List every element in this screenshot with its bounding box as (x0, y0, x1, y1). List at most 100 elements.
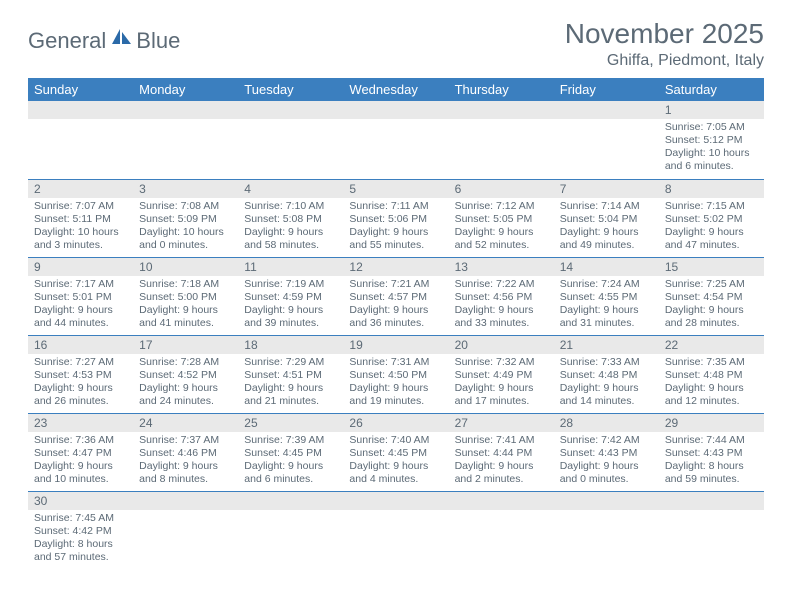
day-number: 8 (659, 180, 764, 198)
sunset-line: Sunset: 4:45 PM (349, 447, 442, 460)
day-detail: Sunrise: 7:29 AMSunset: 4:51 PMDaylight:… (238, 354, 343, 413)
day-detail: Sunrise: 7:37 AMSunset: 4:46 PMDaylight:… (133, 432, 238, 491)
daylight-line: Daylight: 9 hours and 6 minutes. (244, 460, 337, 486)
day-detail: Sunrise: 7:11 AMSunset: 5:06 PMDaylight:… (343, 198, 448, 257)
logo-text-2: Blue (136, 28, 180, 54)
sunset-line: Sunset: 4:42 PM (34, 525, 127, 538)
day-cell: 15Sunrise: 7:25 AMSunset: 4:54 PMDayligh… (659, 257, 764, 335)
day-number: 29 (659, 414, 764, 432)
day-number: 4 (238, 180, 343, 198)
empty-day (133, 101, 238, 119)
calendar-table: Sunday Monday Tuesday Wednesday Thursday… (28, 78, 764, 569)
daylight-line: Daylight: 9 hours and 17 minutes. (455, 382, 548, 408)
sunrise-line: Sunrise: 7:41 AM (455, 434, 548, 447)
day-detail: Sunrise: 7:40 AMSunset: 4:45 PMDaylight:… (343, 432, 448, 491)
sunset-line: Sunset: 4:47 PM (34, 447, 127, 460)
day-detail: Sunrise: 7:42 AMSunset: 4:43 PMDaylight:… (554, 432, 659, 491)
daylight-line: Daylight: 9 hours and 24 minutes. (139, 382, 232, 408)
logo-text-1: General (28, 28, 106, 54)
day-number: 2 (28, 180, 133, 198)
day-cell: 23Sunrise: 7:36 AMSunset: 4:47 PMDayligh… (28, 413, 133, 491)
day-number: 25 (238, 414, 343, 432)
daylight-line: Daylight: 9 hours and 12 minutes. (665, 382, 758, 408)
day-cell: 8Sunrise: 7:15 AMSunset: 5:02 PMDaylight… (659, 179, 764, 257)
sunset-line: Sunset: 5:00 PM (139, 291, 232, 304)
empty-day (449, 492, 554, 510)
sunrise-line: Sunrise: 7:31 AM (349, 356, 442, 369)
sunset-line: Sunset: 4:56 PM (455, 291, 548, 304)
day-number: 20 (449, 336, 554, 354)
day-number: 13 (449, 258, 554, 276)
day-detail: Sunrise: 7:33 AMSunset: 4:48 PMDaylight:… (554, 354, 659, 413)
empty-day (659, 492, 764, 510)
day-cell: 1Sunrise: 7:05 AMSunset: 5:12 PMDaylight… (659, 101, 764, 179)
empty-day (238, 492, 343, 510)
sunset-line: Sunset: 4:46 PM (139, 447, 232, 460)
day-number: 22 (659, 336, 764, 354)
sunset-line: Sunset: 4:44 PM (455, 447, 548, 460)
day-cell: 2Sunrise: 7:07 AMSunset: 5:11 PMDaylight… (28, 179, 133, 257)
empty-day (554, 492, 659, 510)
day-detail: Sunrise: 7:27 AMSunset: 4:53 PMDaylight:… (28, 354, 133, 413)
day-number: 9 (28, 258, 133, 276)
day-detail: Sunrise: 7:36 AMSunset: 4:47 PMDaylight:… (28, 432, 133, 491)
day-number: 11 (238, 258, 343, 276)
sunset-line: Sunset: 4:59 PM (244, 291, 337, 304)
day-number: 12 (343, 258, 448, 276)
sunset-line: Sunset: 4:43 PM (560, 447, 653, 460)
daylight-line: Daylight: 9 hours and 41 minutes. (139, 304, 232, 330)
day-number: 10 (133, 258, 238, 276)
sunrise-line: Sunrise: 7:36 AM (34, 434, 127, 447)
day-cell: 17Sunrise: 7:28 AMSunset: 4:52 PMDayligh… (133, 335, 238, 413)
sunrise-line: Sunrise: 7:15 AM (665, 200, 758, 213)
day-cell: 25Sunrise: 7:39 AMSunset: 4:45 PMDayligh… (238, 413, 343, 491)
daylight-line: Daylight: 9 hours and 33 minutes. (455, 304, 548, 330)
daylight-line: Daylight: 8 hours and 59 minutes. (665, 460, 758, 486)
sunrise-line: Sunrise: 7:35 AM (665, 356, 758, 369)
sunset-line: Sunset: 5:12 PM (665, 134, 758, 147)
dow-row: Sunday Monday Tuesday Wednesday Thursday… (28, 78, 764, 101)
sunrise-line: Sunrise: 7:10 AM (244, 200, 337, 213)
day-cell: 13Sunrise: 7:22 AMSunset: 4:56 PMDayligh… (449, 257, 554, 335)
day-cell (133, 101, 238, 179)
daylight-line: Daylight: 9 hours and 36 minutes. (349, 304, 442, 330)
day-cell: 14Sunrise: 7:24 AMSunset: 4:55 PMDayligh… (554, 257, 659, 335)
sunrise-line: Sunrise: 7:42 AM (560, 434, 653, 447)
sunset-line: Sunset: 4:49 PM (455, 369, 548, 382)
week-row: 23Sunrise: 7:36 AMSunset: 4:47 PMDayligh… (28, 413, 764, 491)
sunset-line: Sunset: 5:04 PM (560, 213, 653, 226)
day-detail: Sunrise: 7:08 AMSunset: 5:09 PMDaylight:… (133, 198, 238, 257)
sunrise-line: Sunrise: 7:25 AM (665, 278, 758, 291)
day-cell: 9Sunrise: 7:17 AMSunset: 5:01 PMDaylight… (28, 257, 133, 335)
day-cell (343, 101, 448, 179)
empty-day (133, 492, 238, 510)
day-number: 17 (133, 336, 238, 354)
week-row: 16Sunrise: 7:27 AMSunset: 4:53 PMDayligh… (28, 335, 764, 413)
sunset-line: Sunset: 4:48 PM (560, 369, 653, 382)
day-cell (28, 101, 133, 179)
day-detail: Sunrise: 7:22 AMSunset: 4:56 PMDaylight:… (449, 276, 554, 335)
day-detail: Sunrise: 7:17 AMSunset: 5:01 PMDaylight:… (28, 276, 133, 335)
daylight-line: Daylight: 9 hours and 10 minutes. (34, 460, 127, 486)
sunrise-line: Sunrise: 7:37 AM (139, 434, 232, 447)
sunset-line: Sunset: 4:52 PM (139, 369, 232, 382)
sunrise-line: Sunrise: 7:24 AM (560, 278, 653, 291)
dow-tuesday: Tuesday (238, 78, 343, 101)
day-cell (343, 491, 448, 569)
dow-wednesday: Wednesday (343, 78, 448, 101)
day-detail: Sunrise: 7:39 AMSunset: 4:45 PMDaylight:… (238, 432, 343, 491)
day-cell: 20Sunrise: 7:32 AMSunset: 4:49 PMDayligh… (449, 335, 554, 413)
day-number: 7 (554, 180, 659, 198)
day-detail: Sunrise: 7:31 AMSunset: 4:50 PMDaylight:… (343, 354, 448, 413)
daylight-line: Daylight: 9 hours and 14 minutes. (560, 382, 653, 408)
day-number: 19 (343, 336, 448, 354)
sunrise-line: Sunrise: 7:05 AM (665, 121, 758, 134)
daylight-line: Daylight: 9 hours and 28 minutes. (665, 304, 758, 330)
day-cell: 3Sunrise: 7:08 AMSunset: 5:09 PMDaylight… (133, 179, 238, 257)
header: General Blue November 2025 Ghiffa, Piedm… (28, 18, 764, 70)
day-detail: Sunrise: 7:25 AMSunset: 4:54 PMDaylight:… (659, 276, 764, 335)
day-number: 15 (659, 258, 764, 276)
logo: General Blue (28, 18, 180, 54)
day-cell: 6Sunrise: 7:12 AMSunset: 5:05 PMDaylight… (449, 179, 554, 257)
daylight-line: Daylight: 8 hours and 57 minutes. (34, 538, 127, 564)
